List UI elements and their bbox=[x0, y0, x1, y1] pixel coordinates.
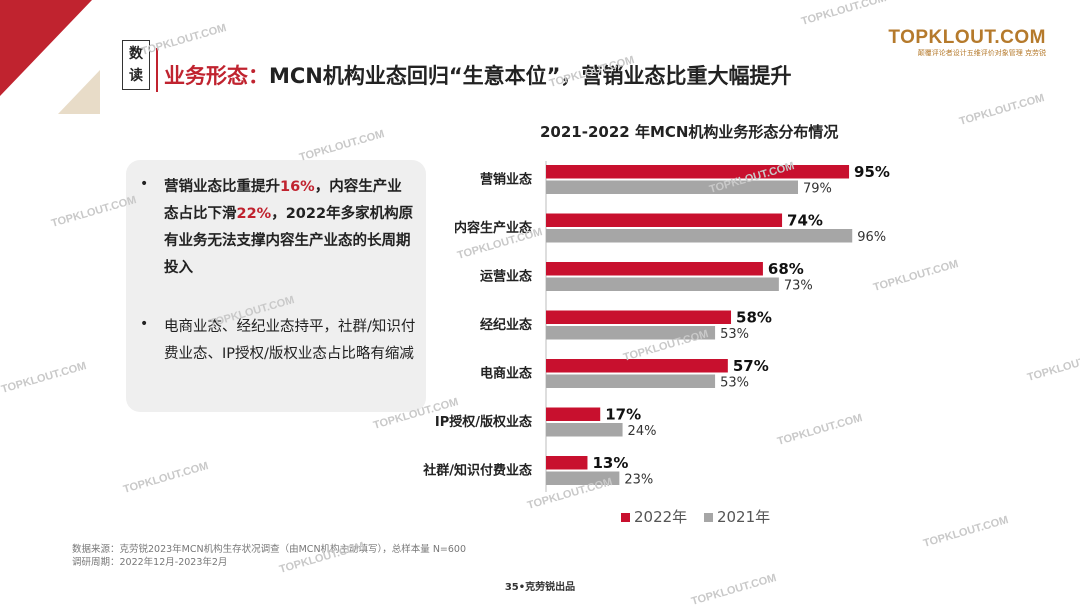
data-label-2022: 68% bbox=[768, 260, 804, 278]
category-label: IP授权/版权业态 bbox=[435, 414, 532, 430]
data-label-2021: 53% bbox=[720, 376, 749, 391]
data-label-2021: 23% bbox=[624, 473, 653, 488]
data-label-2021: 53% bbox=[720, 327, 749, 342]
bar-2021 bbox=[546, 423, 623, 437]
data-label-2022: 13% bbox=[592, 454, 628, 472]
footer-notes: 数据来源：克劳锐2023年MCN机构生存状况调查（由MCN机构主动填写），总样本… bbox=[72, 543, 466, 569]
data-label-2021: 79% bbox=[803, 182, 832, 197]
legend-label-2022: 2022年 bbox=[634, 508, 688, 526]
category-label: 运营业态 bbox=[480, 269, 532, 285]
page-title-main: MCN机构业态回归“生意本位”，营销业态比重大幅提升 bbox=[269, 64, 792, 88]
bar-2021 bbox=[546, 229, 853, 243]
category-label: 电商业态 bbox=[480, 366, 532, 382]
data-label-2021: 96% bbox=[857, 230, 886, 245]
data-label-2021: 73% bbox=[784, 279, 813, 294]
bar-2022 bbox=[546, 310, 732, 324]
point1-highlight-b: 22% bbox=[236, 206, 272, 222]
summary-point-2: 电商业态、经纪业态持平，社群/知识付费业态、IP授权/版权业态占比略有缩减 bbox=[164, 319, 416, 362]
chart-legend: 2022年 2021年 bbox=[621, 506, 782, 527]
bar-2022 bbox=[546, 456, 588, 470]
brand-logo: TOPKLOUT.COM 颠覆评论者设计五维评价对象管理 克劳锐 bbox=[888, 28, 1046, 58]
corner-decoration-red bbox=[0, 0, 92, 96]
data-label-2021: 24% bbox=[628, 424, 657, 439]
legend-label-2021: 2021年 bbox=[716, 508, 771, 526]
bar-2022 bbox=[546, 165, 850, 179]
summary-panel: • 营销业态比重提升16%，内容生产业态占比下滑22%，2022年多家机构原有业… bbox=[126, 160, 426, 412]
bar-2021 bbox=[546, 374, 716, 388]
bullet-2: • bbox=[140, 316, 149, 332]
bar-2022 bbox=[546, 407, 601, 421]
legend-swatch-2022 bbox=[621, 513, 630, 522]
point1-text-b: ，内容生产业态占比下滑 bbox=[164, 179, 402, 222]
bullet-1: • bbox=[140, 176, 149, 192]
bar-2021 bbox=[546, 180, 799, 194]
page-title-prefix: 业务形态： bbox=[164, 64, 269, 88]
survey-period: 调研周期：2022年12月-2023年2月 bbox=[72, 557, 228, 568]
legend-item-2022: 2022年 bbox=[621, 508, 687, 526]
data-label-2022: 58% bbox=[736, 309, 772, 327]
title-divider bbox=[156, 48, 158, 92]
bar-2022 bbox=[546, 262, 763, 276]
section-tag: 数 读 bbox=[122, 40, 150, 90]
point1-highlight-a: 16% bbox=[280, 179, 315, 195]
summary-point-1: 营销业态比重提升16%，内容生产业态占比下滑22%，2022年多家机构原有业务无… bbox=[164, 174, 416, 282]
data-label-2022: 95% bbox=[854, 163, 890, 181]
bar-2022 bbox=[546, 213, 783, 227]
data-label-2022: 57% bbox=[733, 357, 769, 375]
logo-subtext: 颠覆评论者设计五维评价对象管理 克劳锐 bbox=[917, 49, 1046, 57]
point1-text-c: ，2022年多家机构原有业务无法支撑内容生产业态的长周期投入 bbox=[164, 206, 414, 276]
section-tag-char-1: 数 bbox=[129, 46, 143, 62]
chart-title: 2021-2022 年MCN机构业务形态分布情况 bbox=[540, 123, 839, 141]
legend-item-2021: 2021年 bbox=[703, 508, 771, 526]
category-label: 经纪业态 bbox=[480, 317, 532, 333]
page-title: 业务形态：MCN机构业态回归“生意本位”，营销业态比重大幅提升 bbox=[164, 60, 792, 90]
legend-swatch-2021 bbox=[703, 513, 713, 522]
data-source: 数据来源：克劳锐2023年MCN机构生存状况调查（由MCN机构主动填写），总样本… bbox=[72, 544, 467, 555]
data-label-2022: 17% bbox=[605, 406, 641, 424]
section-tag-char-2: 读 bbox=[129, 68, 143, 84]
bar-2022 bbox=[546, 359, 728, 373]
bar-2021 bbox=[546, 326, 716, 340]
page-number: 35•克劳锐出品 bbox=[504, 582, 576, 593]
point1-text-a: 营销业态比重提升 bbox=[164, 179, 280, 195]
logo-text: TOPKLOUT.COM bbox=[888, 27, 1046, 48]
category-label: 社群/知识付费业态 bbox=[422, 463, 532, 479]
bar-2021 bbox=[546, 277, 779, 291]
category-label: 营销业态 bbox=[480, 172, 532, 188]
category-label: 内容生产业态 bbox=[454, 220, 532, 236]
data-label-2022: 74% bbox=[787, 212, 823, 230]
bar-2021 bbox=[546, 471, 620, 485]
